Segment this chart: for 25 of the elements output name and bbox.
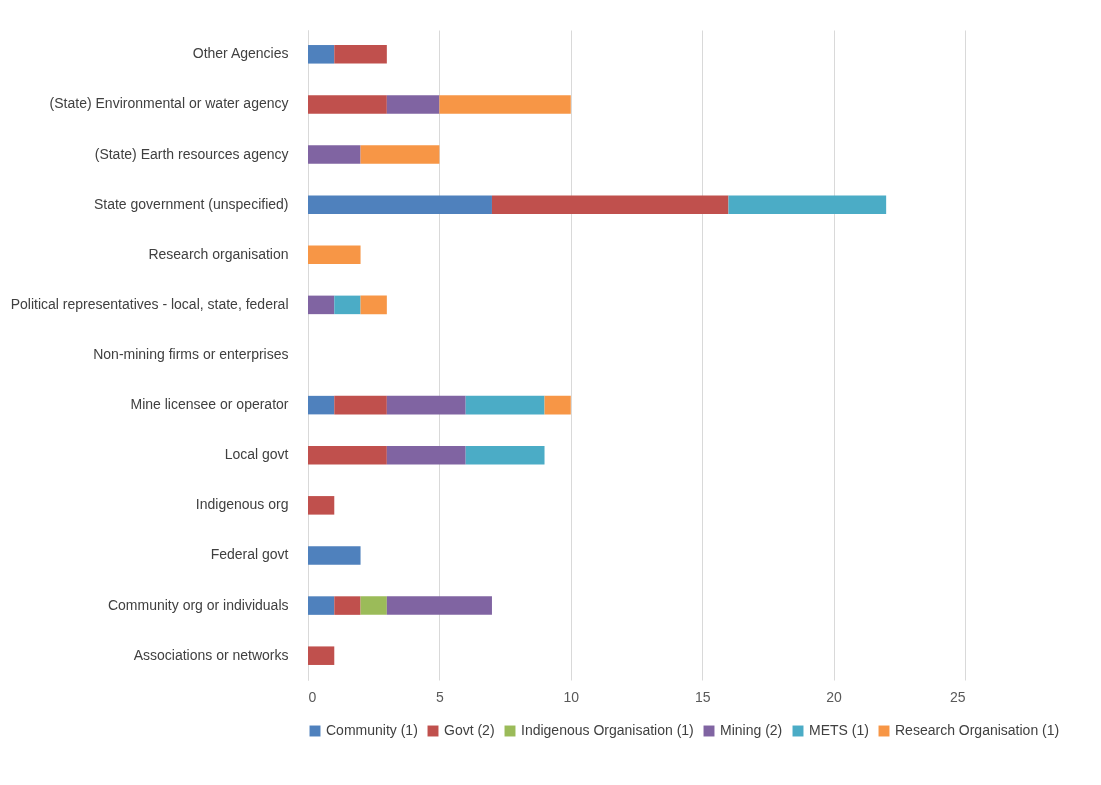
x-tick-label: 15 bbox=[694, 688, 711, 705]
y-tick-label: Indigenous org bbox=[195, 496, 289, 513]
legend-label: Mining (2) bbox=[720, 722, 783, 738]
y-tick-label: Local govt bbox=[224, 446, 289, 463]
x-tick-label: 10 bbox=[563, 688, 580, 705]
y-tick-label: Political representatives - local, state, federal bbox=[10, 295, 289, 312]
legend-label: Research Organisation (1) bbox=[895, 722, 1060, 738]
y-tick-label: Non-mining firms or enterprises bbox=[93, 346, 289, 362]
y-tick-label: Community org or individuals bbox=[107, 596, 289, 613]
y-tick-label: Associations or networks bbox=[133, 646, 289, 663]
y-tick-label: State government (unspecified) bbox=[93, 195, 289, 212]
y-tick-label: (State) Environmental or water agency bbox=[49, 95, 289, 112]
y-tick-label: (State) Earth resources agency bbox=[94, 145, 289, 162]
y-tick-label: Mine licensee or operator bbox=[130, 396, 289, 413]
legend-label: METS (1) bbox=[809, 722, 869, 738]
y-tick-label: Federal govt bbox=[210, 546, 289, 563]
x-tick-label: 20 bbox=[826, 688, 843, 705]
y-tick-label: Research organisation bbox=[148, 245, 289, 262]
x-tick-label: 5 bbox=[436, 688, 444, 705]
legend-label: Indigenous Organisation (1) bbox=[521, 722, 694, 738]
legend-label: Govt (2) bbox=[444, 722, 495, 738]
legend-label: Community (1) bbox=[326, 722, 418, 738]
x-tick-label: 25 bbox=[949, 688, 966, 705]
y-tick-label: Other Agencies bbox=[192, 45, 289, 62]
x-tick-label: 0 bbox=[308, 688, 317, 705]
